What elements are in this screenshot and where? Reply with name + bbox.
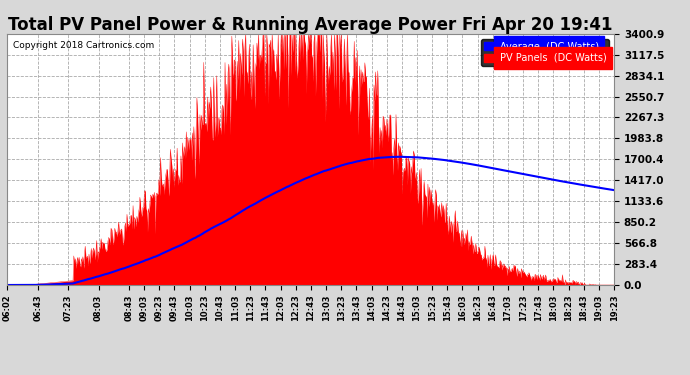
- Title: Total PV Panel Power & Running Average Power Fri Apr 20 19:41: Total PV Panel Power & Running Average P…: [8, 16, 613, 34]
- Legend: Average  (DC Watts), PV Panels  (DC Watts): Average (DC Watts), PV Panels (DC Watts): [481, 39, 609, 66]
- Text: Copyright 2018 Cartronics.com: Copyright 2018 Cartronics.com: [13, 41, 155, 50]
